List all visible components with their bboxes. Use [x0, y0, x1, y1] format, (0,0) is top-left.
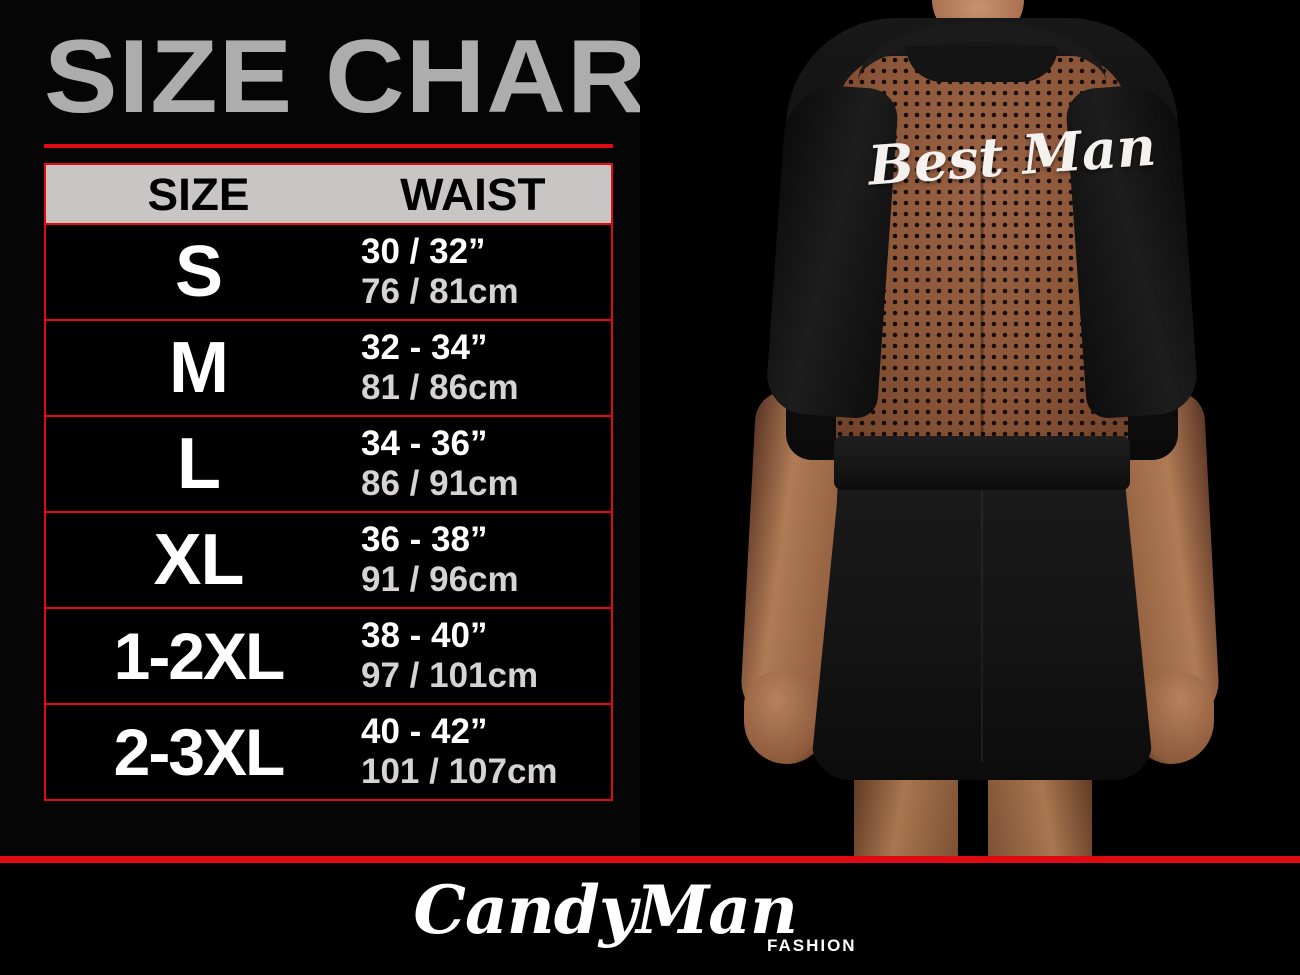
- size-table: SIZE WAIST S 30 / 32” 76 / 81cm M 32 - 3…: [44, 163, 613, 801]
- waist-inches: 30 / 32”: [361, 232, 486, 271]
- waist-centimeters: 101 / 107cm: [361, 752, 558, 791]
- waist-centimeters: 76 / 81cm: [361, 272, 519, 311]
- product-model-photo: Best Man: [640, 0, 1300, 858]
- waist-inches: 38 - 40”: [361, 616, 488, 655]
- brand-logo: CandyManFASHION: [0, 871, 1300, 955]
- table-row: XL 36 - 38” 91 / 96cm: [44, 513, 613, 609]
- brand-tagline: FASHION: [767, 936, 857, 955]
- cell-waist: 36 - 38” 91 / 96cm: [351, 520, 611, 600]
- cell-size: XL: [153, 523, 244, 597]
- table-row: 2-3XL 40 - 42” 101 / 107cm: [44, 705, 613, 801]
- cell-size: M: [169, 331, 229, 405]
- waist-centimeters: 91 / 96cm: [361, 560, 519, 599]
- garment-skirt: [812, 480, 1152, 780]
- waist-centimeters: 97 / 101cm: [361, 656, 539, 695]
- cell-size: L: [177, 427, 221, 501]
- column-header-waist: WAIST: [400, 168, 546, 220]
- waist-inches: 40 - 42”: [361, 712, 488, 751]
- table-row: L 34 - 36” 86 / 91cm: [44, 417, 613, 513]
- cell-waist: 32 - 34” 81 / 86cm: [351, 328, 611, 408]
- cell-waist: 34 - 36” 86 / 91cm: [351, 424, 611, 504]
- model-left-hand: [744, 672, 826, 764]
- table-row: 1-2XL 38 - 40” 97 / 101cm: [44, 609, 613, 705]
- page-title: SIZE CHART: [44, 19, 648, 135]
- cell-waist: 30 / 32” 76 / 81cm: [351, 232, 611, 312]
- brand-name: CandyMan: [413, 871, 798, 949]
- cell-waist: 40 - 42” 101 / 107cm: [351, 712, 611, 792]
- table-row: S 30 / 32” 76 / 81cm: [44, 225, 613, 321]
- table-row: M 32 - 34” 81 / 86cm: [44, 321, 613, 417]
- footer-divider: [0, 856, 1300, 863]
- footer: CandyManFASHION: [0, 863, 1300, 975]
- waist-inches: 32 - 34”: [361, 328, 488, 367]
- cell-size: 1-2XL: [113, 619, 286, 693]
- cell-waist: 38 - 40” 97 / 101cm: [351, 616, 611, 696]
- waist-centimeters: 81 / 86cm: [361, 368, 519, 407]
- cell-size: S: [174, 235, 223, 309]
- waist-inches: 36 - 38”: [361, 520, 488, 559]
- garment-waistband: [834, 436, 1130, 490]
- title-divider: [44, 144, 613, 148]
- size-chart-panel: SIZE CHART SIZE WAIST S 30 / 32” 76 / 81…: [0, 0, 648, 858]
- waist-inches: 34 - 36”: [361, 424, 488, 463]
- column-header-size: SIZE: [147, 168, 250, 220]
- waist-centimeters: 86 / 91cm: [361, 464, 519, 503]
- table-header-row: SIZE WAIST: [44, 163, 613, 225]
- cell-size: 2-3XL: [113, 715, 286, 789]
